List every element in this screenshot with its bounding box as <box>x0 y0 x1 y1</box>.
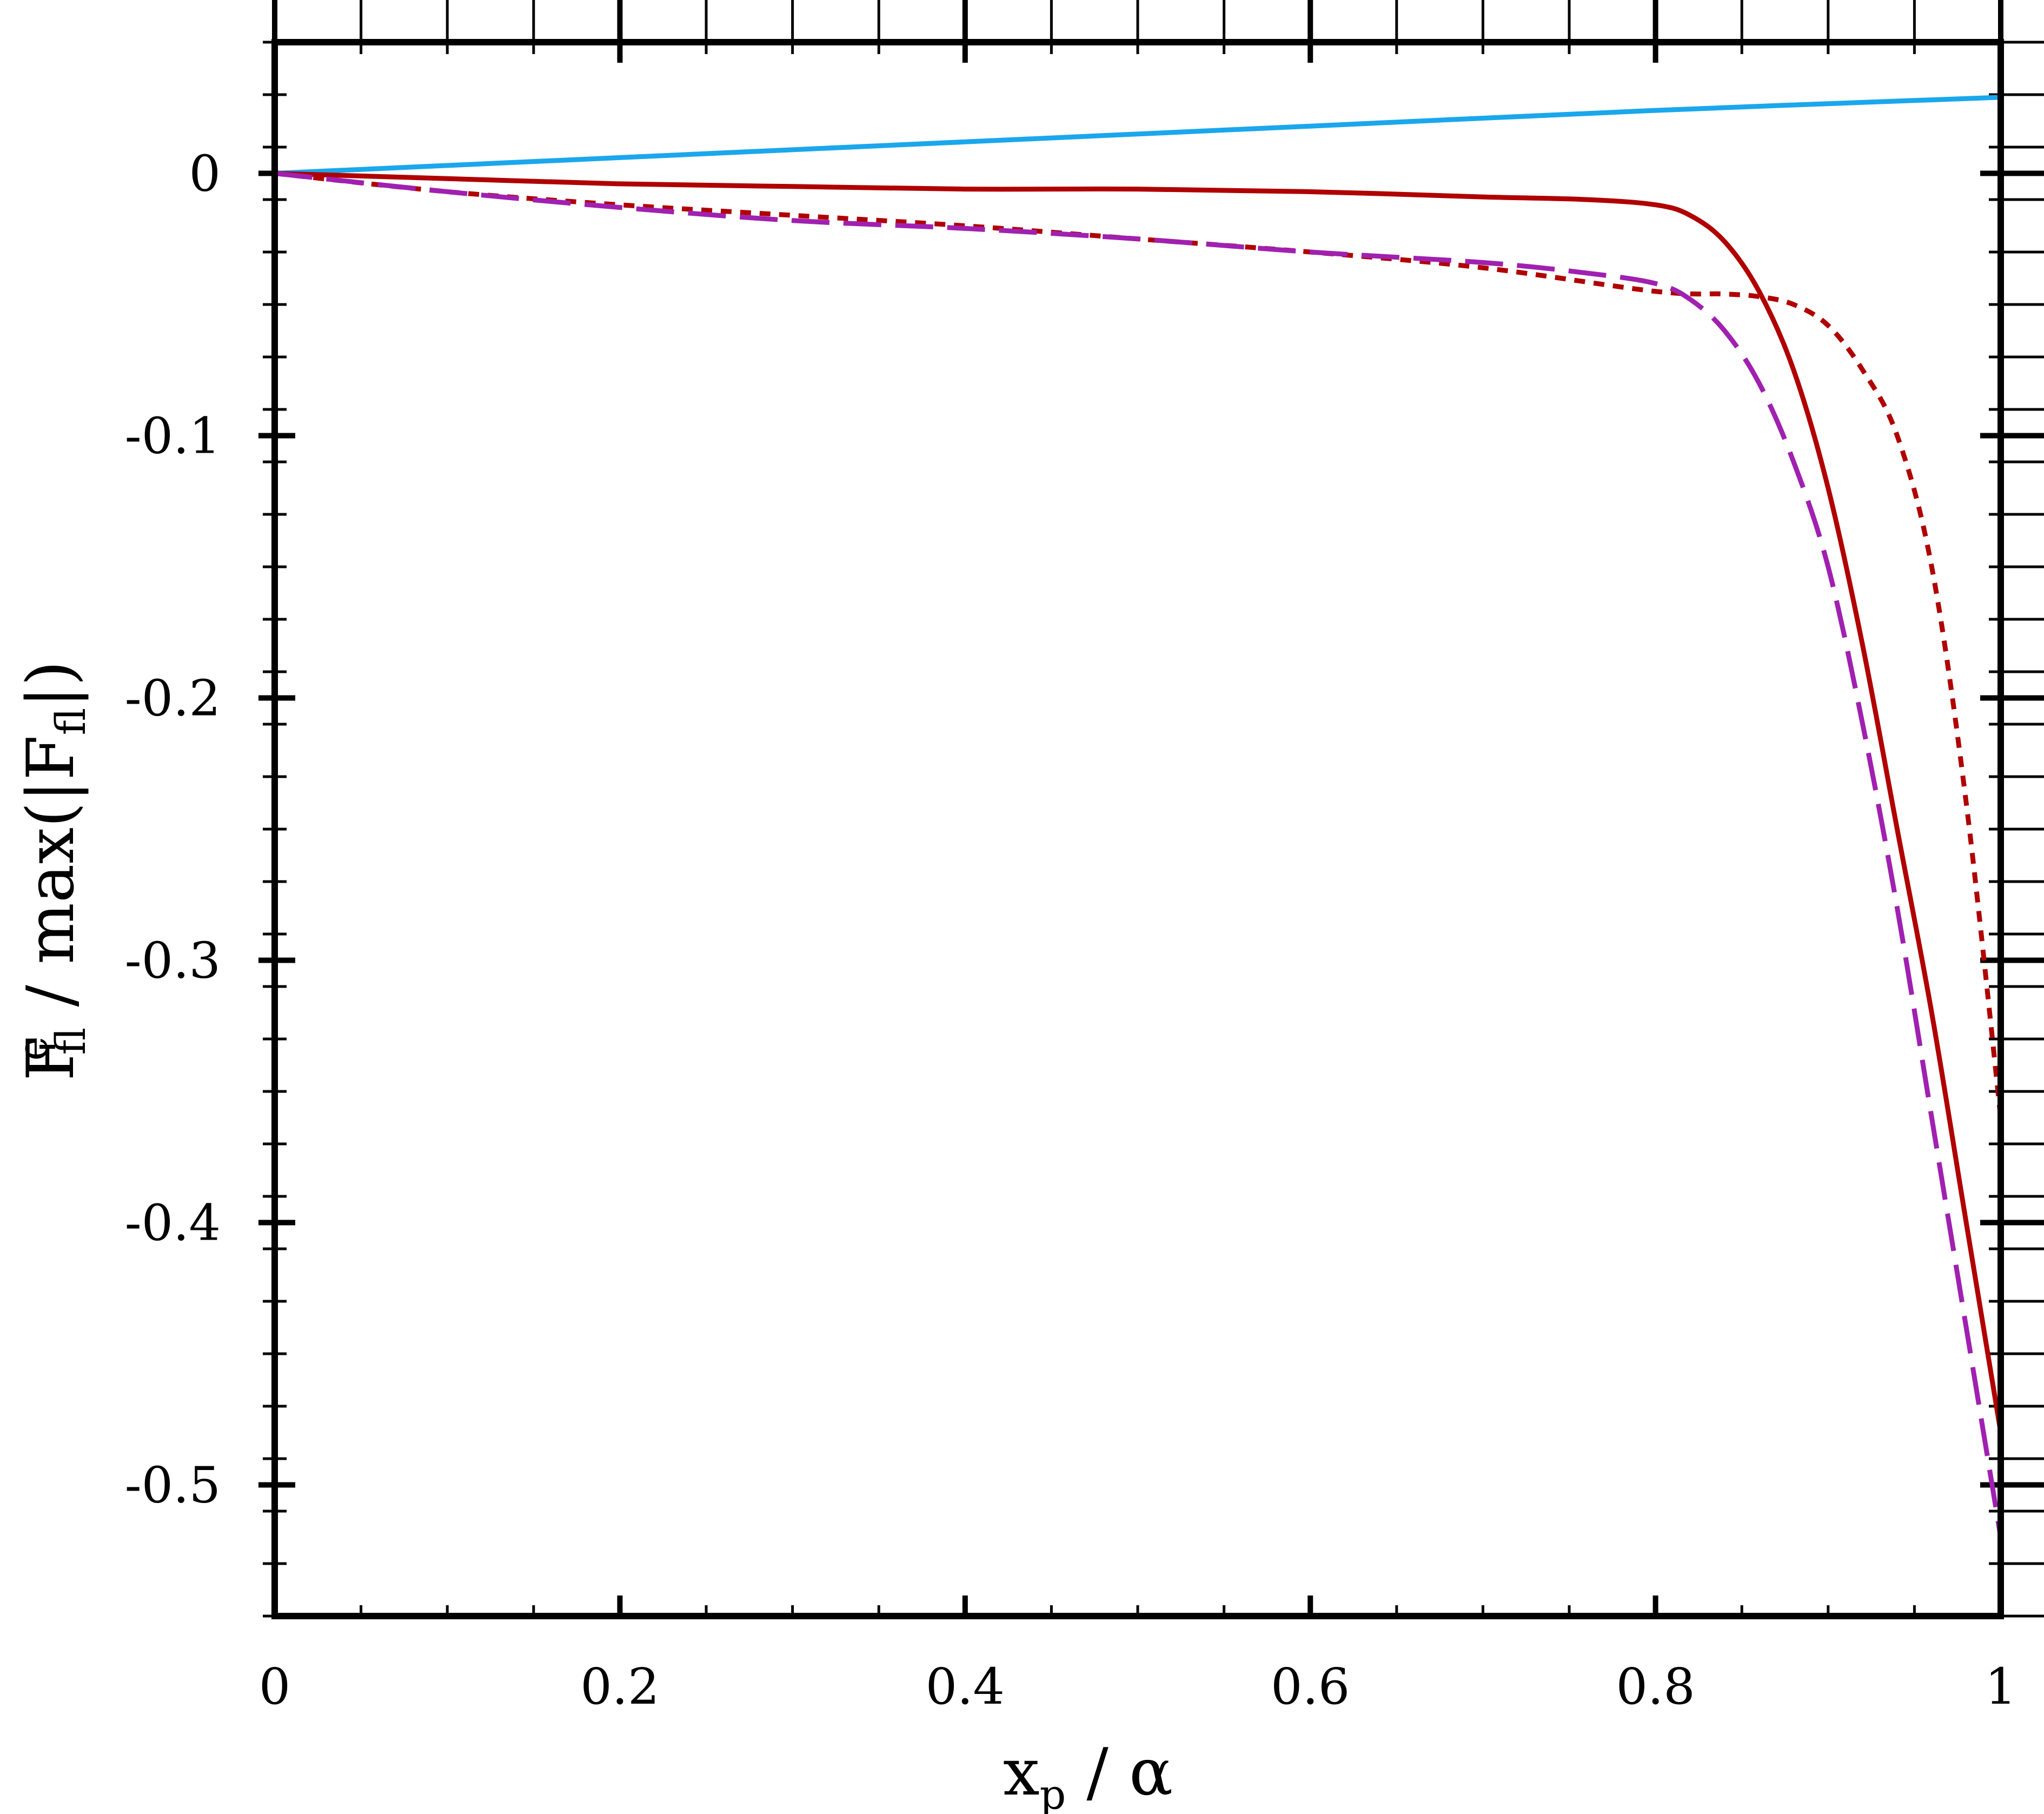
x-tick-label: 0.8 <box>1616 1658 1695 1716</box>
x-tick-label: 0 <box>259 1658 291 1716</box>
y-axis-title: Fefl / max(|Ffl|) <box>9 660 95 1081</box>
x-tick-label: 0.2 <box>580 1658 659 1716</box>
x-tick-label: 0.4 <box>926 1658 1005 1716</box>
x-tick-label: 1 <box>1985 1658 2017 1716</box>
series-line-3-dotted <box>274 171 2003 1118</box>
y-tick-label: -0.3 <box>125 932 221 990</box>
y-tick-label: -0.1 <box>125 407 221 465</box>
plot-frame <box>271 39 2004 1619</box>
series-line-1-solid <box>274 95 2001 176</box>
x-tick-label: 0.6 <box>1271 1658 1350 1716</box>
y-tick-label: -0.2 <box>125 670 221 727</box>
series-line-4-dashed <box>274 171 2003 1538</box>
series-line-2-solid <box>274 171 2003 1433</box>
series-layer <box>274 95 2003 1538</box>
y-tick-label: 0 <box>189 145 221 203</box>
y-tick-label: -0.4 <box>125 1194 221 1252</box>
tick-labels: 0 0.2 0.4 0.6 0.8 1 0 -0.1 -0.2 -0.3 -0.4 -0.5 <box>125 145 2017 1716</box>
x-axis-title: xp / α <box>1003 1735 1173 1814</box>
y-tick-label: -0.5 <box>125 1457 221 1514</box>
